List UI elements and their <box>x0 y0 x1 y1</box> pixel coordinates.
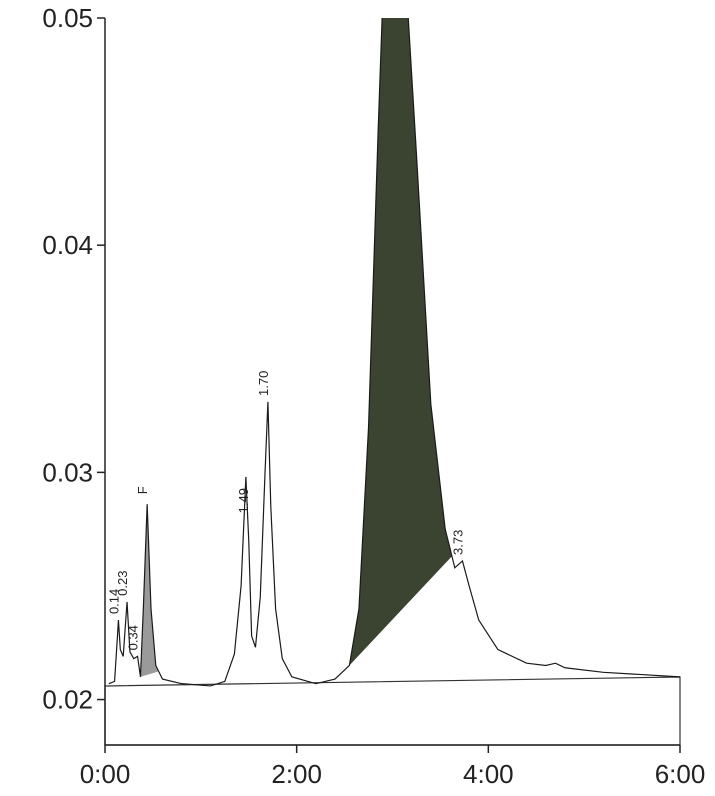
plot-area <box>108 18 680 687</box>
peak-label: 0.23 <box>115 571 130 596</box>
peak-annotation: F <box>135 486 150 494</box>
peak-area <box>140 504 159 677</box>
peak-area <box>349 18 452 666</box>
peak-label: 0.34 <box>126 625 141 650</box>
y-tick-label: 0.05 <box>42 3 93 33</box>
x-tick-label: 6:00 <box>655 759 706 789</box>
baseline-box <box>104 676 681 746</box>
peak-label: 1.70 <box>256 371 271 396</box>
x-tick-label: 4:00 <box>463 759 514 789</box>
peak-label: 0.14 <box>106 589 121 614</box>
y-tick-label: 0.03 <box>42 457 93 487</box>
trace-line <box>108 18 680 687</box>
x-tick-label: 2:00 <box>271 759 322 789</box>
peak-label: 1.49 <box>236 488 251 513</box>
peak-label: 3.73 <box>450 530 465 555</box>
y-tick-label: 0.02 <box>42 685 93 715</box>
x-tick-label: 0:00 <box>80 759 131 789</box>
y-tick-label: 0.04 <box>42 230 93 260</box>
